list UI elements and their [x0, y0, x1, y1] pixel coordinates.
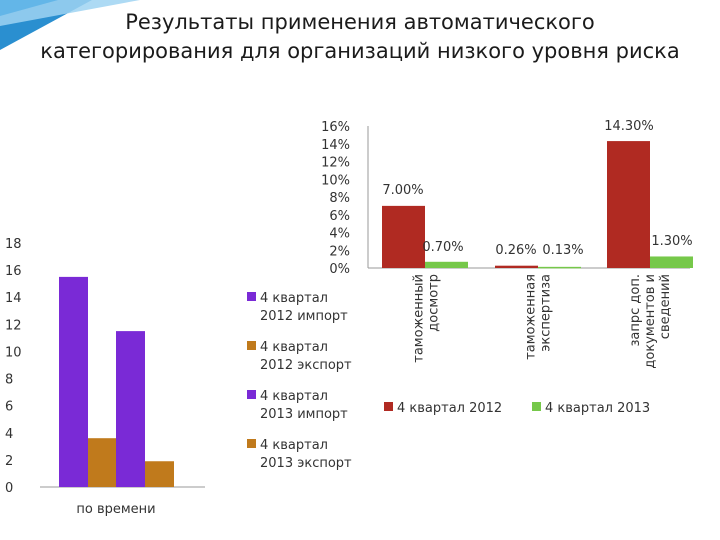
bar-2012-1 [382, 205, 425, 268]
bar-2 [88, 438, 117, 487]
y-tick-label: 12% [321, 156, 350, 171]
legend-swatch [532, 402, 541, 411]
y-tick-label: 8% [329, 191, 350, 206]
legend-swatch [247, 439, 256, 448]
x-category-label: таможенныйдосмотр [412, 274, 442, 363]
legend-swatch [384, 402, 393, 411]
data-label: 14.30% [604, 119, 654, 134]
bar-3 [116, 331, 145, 487]
legend-entry: 4 квартал 2012 [397, 401, 502, 416]
y-tick-label: 4 [5, 427, 13, 442]
bar-2012-3 [607, 141, 650, 268]
data-label: 0.70% [422, 240, 463, 255]
data-label: 7.00% [382, 183, 423, 198]
data-label: 0.26% [495, 243, 536, 258]
legend-entry: 4 квартал 2012 экспорт [260, 340, 352, 373]
chart-right: 0% 2% 4% 6% 8% 10% 12% 14% 16% 7.00% 0.26% 14.30% 0.… [321, 119, 693, 416]
y-tick-label: 16 [5, 264, 22, 279]
y-tick-label: 18 [5, 237, 22, 252]
legend-entry: 4 квартал 2013 импорт [260, 389, 348, 422]
legend-entry: 4 квартал 2013 [545, 401, 650, 416]
y-tick-label: 14 [5, 291, 22, 306]
data-label: 1.30% [651, 234, 692, 249]
y-tick-label: 6% [329, 209, 350, 224]
y-tick-label: 12 [5, 318, 22, 333]
y-tick-label: 0 [5, 481, 13, 496]
bar-2013-3 [650, 256, 693, 268]
bar-2013-2 [538, 266, 581, 269]
y-tick-label: 16% [321, 120, 350, 135]
chart-left: 0 2 4 6 8 10 12 14 16 18 по времени 4 квартал 2012 и… [5, 237, 352, 517]
title-line-1: Результаты применения автоматического [125, 10, 595, 34]
title-line-2: категорирования для организаций низкого … [40, 39, 680, 63]
bar-2013-1 [425, 261, 468, 268]
x-category-label: по времени [76, 502, 155, 517]
data-label: 0.13% [542, 243, 583, 258]
y-tick-label: 4% [329, 227, 350, 242]
y-tick-label: 14% [321, 138, 350, 153]
y-tick-label: 0% [329, 262, 350, 277]
accent-shape-small [0, 0, 58, 16]
y-tick-label: 10% [321, 173, 350, 188]
y-tick-label: 2% [329, 244, 350, 259]
bar-2012-2 [495, 265, 538, 268]
legend-swatch [247, 292, 256, 301]
slide-title: Результаты применения автоматического ка… [0, 8, 720, 66]
y-tick-label: 8 [5, 373, 13, 388]
y-tick-label: 2 [5, 454, 13, 469]
legend-swatch [247, 341, 256, 350]
bar-4 [145, 461, 174, 487]
accent-shape-mid [0, 0, 140, 26]
y-tick-label: 10 [5, 345, 22, 360]
bar-1 [59, 276, 88, 487]
legend-entry: 4 квартал 2012 импорт [260, 291, 348, 324]
x-category-label: запрс доп.документов исведений [628, 274, 673, 369]
y-tick-label: 6 [5, 400, 13, 415]
legend-swatch [247, 390, 256, 399]
x-category-label: таможеннаяэкспертиза [524, 274, 554, 360]
legend-entry: 4 квартал 2013 экспорт [260, 438, 352, 471]
